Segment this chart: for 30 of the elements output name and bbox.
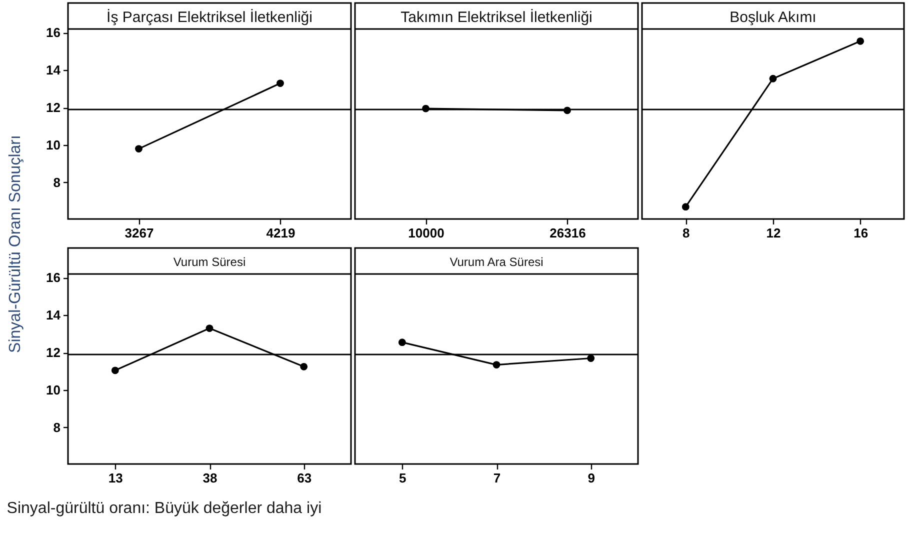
y-tick-label: 10 xyxy=(46,138,60,153)
x-tick-label: 5 xyxy=(399,470,406,486)
y-axis-title: Sinyal-Gürültü Oranı Sonuçları xyxy=(6,135,24,353)
y-tick-label: 12 xyxy=(46,345,60,360)
x-tick-label: 8 xyxy=(682,226,690,240)
x-tick-label: 4219 xyxy=(266,226,296,240)
x-tick-label: 13 xyxy=(108,470,123,486)
chart-title: Vurum Ara Süresi xyxy=(450,255,544,269)
y-tick-label: 8 xyxy=(53,175,60,190)
chart-title: İş Parçası Elektriksel İletkenliği xyxy=(106,8,312,26)
y-tick-label: 10 xyxy=(46,382,60,398)
chart-title: Boşluk Akımı xyxy=(730,9,816,26)
y-tick-label: 12 xyxy=(46,100,60,116)
y-tick-label: 14 xyxy=(46,308,62,323)
chart-title: Takımın Elektriksel İletkenliği xyxy=(400,8,592,26)
chart-title: Vurum Süresi xyxy=(173,255,246,269)
x-tick-label: 12 xyxy=(766,226,781,240)
y-tick-label: 16 xyxy=(46,25,60,40)
x-tick-label: 7 xyxy=(493,470,501,486)
x-tick-label: 26316 xyxy=(550,226,586,240)
x-tick-label: 16 xyxy=(854,226,868,240)
y-tick-label: 16 xyxy=(46,270,60,286)
x-tick-label: 10000 xyxy=(408,226,444,240)
y-tick-label: 14 xyxy=(46,62,62,78)
text: Sinyal-gürültü oranı: Büyük değerler daha iyi xyxy=(6,500,322,517)
y-tick-label: 8 xyxy=(53,420,60,435)
x-tick-label: 63 xyxy=(297,470,312,486)
x-tick-label: 38 xyxy=(202,470,218,486)
x-tick-label: 3267 xyxy=(124,226,154,240)
x-tick-label: 9 xyxy=(588,470,595,486)
